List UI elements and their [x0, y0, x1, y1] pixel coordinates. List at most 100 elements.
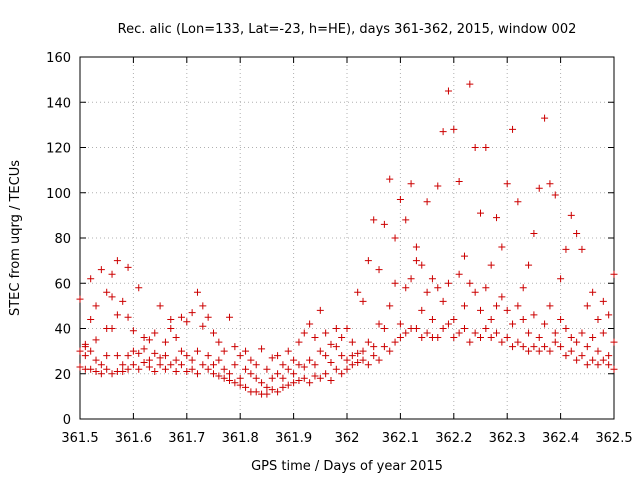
data-point: [327, 358, 335, 366]
data-point: [380, 325, 388, 332]
data-point: [455, 270, 463, 278]
data-point: [578, 245, 586, 253]
data-point: [444, 87, 452, 95]
data-point: [599, 329, 607, 337]
data-point: [263, 390, 271, 398]
data-point: [466, 80, 474, 88]
data-point: [439, 325, 447, 332]
data-point: [188, 309, 196, 317]
data-point: [477, 209, 484, 217]
y-tick-label: 100: [46, 187, 71, 202]
data-point: [428, 275, 436, 283]
data-point: [509, 320, 517, 328]
data-point: [482, 284, 490, 292]
data-point: [477, 334, 484, 342]
data-point: [396, 320, 404, 328]
data-point: [359, 297, 367, 305]
data-point: [530, 343, 538, 351]
data-point: [578, 352, 586, 360]
data-point: [156, 302, 164, 310]
data-point: [487, 334, 495, 342]
data-point: [514, 302, 522, 310]
data-point: [119, 297, 127, 305]
data-point: [295, 338, 303, 346]
data-point: [87, 365, 95, 373]
data-point: [258, 379, 266, 387]
data-point: [226, 313, 234, 321]
data-point: [498, 293, 506, 301]
data-point: [92, 336, 100, 344]
data-point: [589, 288, 597, 296]
data-point: [103, 365, 111, 373]
data-point: [145, 336, 153, 344]
data-point: [386, 347, 394, 355]
data-point: [161, 338, 169, 346]
data-point: [226, 377, 234, 385]
data-point: [541, 320, 549, 328]
data-point: [605, 311, 613, 319]
data-point: [557, 275, 565, 283]
data-point: [583, 361, 591, 369]
data-point: [87, 275, 95, 283]
data-point: [482, 144, 490, 151]
data-point: [375, 320, 383, 328]
data-point: [535, 347, 543, 355]
data-point: [562, 245, 570, 253]
data-point: [370, 216, 378, 224]
x-tick-label: 361.5: [61, 431, 98, 446]
data-point: [477, 306, 484, 314]
data-point: [236, 381, 244, 389]
data-point: [295, 377, 303, 385]
data-point: [573, 356, 581, 364]
data-point: [247, 356, 255, 364]
data-point: [300, 329, 308, 337]
chart-title: Rec. alic (Lon=133, Lat=-23, h=HE), days…: [118, 22, 577, 37]
data-point: [145, 363, 153, 371]
data-point: [535, 334, 543, 342]
data-point: [359, 356, 367, 364]
data-point: [124, 263, 132, 271]
data-point: [370, 352, 378, 360]
data-point: [364, 338, 372, 346]
data-point: [519, 315, 527, 323]
data-point: [300, 374, 308, 382]
data-point: [220, 374, 228, 382]
data-point: [599, 356, 607, 364]
data-point: [594, 361, 602, 369]
data-point: [386, 302, 394, 310]
data-point: [177, 313, 185, 321]
y-tick-label: 40: [54, 323, 71, 338]
data-point: [503, 306, 511, 314]
data-point: [380, 220, 388, 228]
data-point: [396, 334, 404, 342]
data-point: [199, 361, 207, 369]
data-point: [258, 345, 266, 353]
data-point: [546, 180, 554, 188]
data-point: [76, 347, 84, 355]
x-tick-label: 362.5: [595, 431, 632, 446]
data-point: [103, 288, 111, 296]
data-point: [589, 356, 597, 364]
data-point: [557, 315, 565, 323]
data-point: [236, 374, 244, 382]
data-point: [97, 361, 105, 369]
data-point: [610, 270, 618, 278]
data-points: [76, 80, 618, 398]
x-tick-label: 362.1: [382, 431, 419, 446]
data-point: [407, 275, 415, 283]
data-point: [541, 343, 549, 351]
data-point: [541, 114, 549, 122]
data-point: [583, 343, 591, 351]
data-point: [188, 365, 196, 373]
data-point: [242, 347, 250, 355]
data-point: [231, 379, 239, 387]
data-point: [274, 370, 282, 378]
data-point: [151, 329, 159, 337]
data-point: [380, 343, 388, 351]
data-point: [252, 388, 260, 396]
data-point: [284, 365, 292, 373]
data-point: [215, 372, 223, 380]
data-point: [172, 367, 180, 375]
axis-ticks: 361.5 361.6 361.7 361.8 361.9 362 362.1 362.2 36…: [46, 51, 632, 446]
data-point: [562, 325, 570, 332]
